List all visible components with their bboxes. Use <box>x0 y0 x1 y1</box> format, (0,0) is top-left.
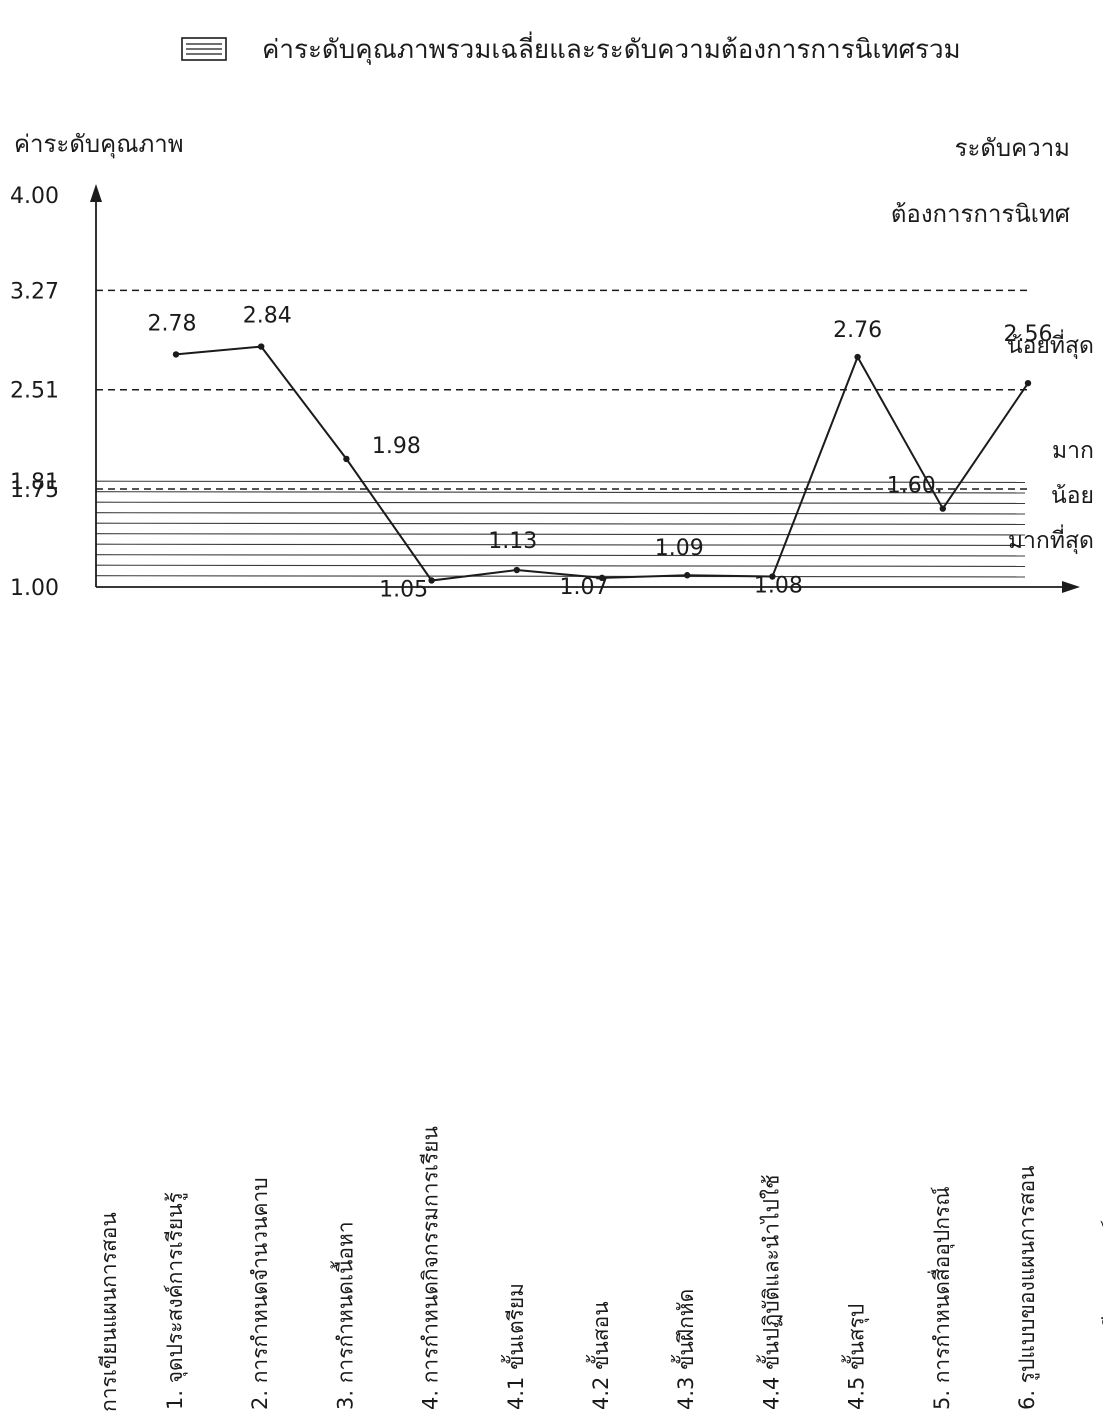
x-category-label: 4.4 ขั้นปฏิบัติและนำไปใช้ <box>756 1175 783 1410</box>
zone-label: มาก <box>1052 438 1094 464</box>
data-point <box>598 574 606 582</box>
legend-icon <box>181 37 227 61</box>
data-label: 1.08 <box>754 574 803 599</box>
data-label: 1.05 <box>379 578 428 603</box>
axes <box>90 184 1080 593</box>
data-point <box>513 566 520 574</box>
data-points <box>172 343 1032 584</box>
x-category-label: 4. การกำหนดกิจกรรมการเรียน <box>419 1126 443 1410</box>
hatch-line <box>95 512 1026 515</box>
hatch-line <box>95 575 1026 578</box>
data-labels: 2.78 2.84 1.98 1.05 1.13 1.07 1.09 1.08 2.76 1.60… <box>148 304 1053 603</box>
y-tick-label: 1.81 <box>10 470 59 495</box>
x-axis-label: การเขียนแผนการสอน <box>97 1212 121 1412</box>
hatch-line <box>95 522 1026 525</box>
data-label: 2.56 <box>1004 322 1053 347</box>
x-category-label: 4.3 ขั้นฝึกหัด <box>671 1289 698 1410</box>
x-category-label: 4.2 ขั้นสอน <box>586 1301 613 1410</box>
y-tick-label: 4.00 <box>10 184 59 209</box>
hatch-line <box>95 501 1026 504</box>
data-label: 1.60. <box>887 474 943 499</box>
data-point <box>684 572 691 579</box>
hatch-line <box>95 543 1026 546</box>
data-point <box>428 577 435 584</box>
y-tick-label: 3.27 <box>10 279 59 304</box>
hatch-line <box>95 533 1026 536</box>
x-category-label: 6. รูปแบบของแผนการสอน <box>1015 1165 1040 1410</box>
y-axis-arrow <box>90 184 102 202</box>
x-category-label: 3. การกำหนดเนื้อหา <box>330 1221 357 1410</box>
x-category-label: 7. การเตรียมอุปกรณ์ <box>1100 1220 1103 1410</box>
data-point <box>769 573 776 580</box>
hatch-line <box>95 554 1026 557</box>
zone-label: น้อย <box>1051 483 1094 509</box>
y-axis-label: ค่าระดับคุณภาพ <box>14 130 184 159</box>
y-tick-label: 1.75 <box>10 478 59 503</box>
data-label: 2.76 <box>833 318 882 343</box>
data-label: 2.84 <box>243 304 292 329</box>
hatch-line <box>95 491 1026 494</box>
data-point <box>343 455 350 463</box>
hatched-band <box>95 480 1026 578</box>
data-point <box>939 505 946 512</box>
data-label: 1.98 <box>372 434 421 459</box>
data-label: 1.07 <box>560 575 609 600</box>
data-label: 2.78 <box>148 311 197 336</box>
x-category-label: 4.1 ขั้นเตรียม <box>501 1283 528 1410</box>
y-axis-label-right-line1: ระดับความ <box>955 134 1070 162</box>
hatch-line <box>95 480 1026 483</box>
chart-title: ค่าระดับคุณภาพรวมเฉลี่ยและระดับความต้องก… <box>262 31 961 65</box>
y-tick-label: 1.00 <box>10 576 59 601</box>
data-point <box>172 351 180 358</box>
x-category-label: 5. การกำหนดสื่ออุปกรณ์ <box>927 1186 955 1410</box>
threshold-lines <box>96 289 1030 490</box>
hatch-line <box>95 564 1026 567</box>
zone-label: มากที่สุด <box>1008 524 1094 554</box>
x-category-label: 1. จุดประสงค์การเรียนรู้ <box>163 1192 188 1410</box>
y-tick-labels: 1.00 1.751.81 2.51 3.27 4.00 <box>10 184 59 601</box>
data-label: 1.09 <box>655 536 704 561</box>
zone-label: น้อยที่สุด <box>1007 329 1094 359</box>
x-category-labels: การเขียนแผนการสอน 1. จุดประสงค์การเรียนรู… <box>97 1126 1103 1412</box>
x-axis-arrow <box>1062 581 1080 593</box>
x-category-label: 4.5 ขั้นสรุป <box>842 1304 870 1410</box>
data-point <box>258 343 265 350</box>
x-category-label: 2. การกำหนดจำนวนคาบ <box>248 1177 272 1410</box>
y-axis-label-right-line2: ต้องการการนิเทศ <box>891 200 1070 228</box>
data-point <box>854 353 861 361</box>
data-point <box>1024 379 1032 387</box>
y-tick-label: 2.51 <box>10 379 59 404</box>
data-label: 1.13 <box>488 529 537 554</box>
